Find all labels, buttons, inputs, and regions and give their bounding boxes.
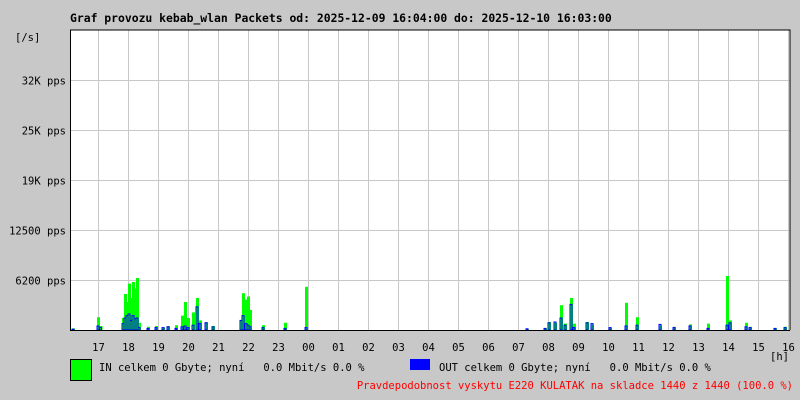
x-tick-label: 05 <box>452 342 465 354</box>
in-bar <box>249 310 252 330</box>
x-tick-label: 14 <box>722 342 735 354</box>
y-tick-labels: 6200 pps 12500 pps 19K pps 25K pps 32K pps <box>9 76 66 288</box>
x-tick-label: 11 <box>632 342 645 354</box>
x-tick-label: 09 <box>572 342 585 354</box>
x-tick-label: 02 <box>362 342 375 354</box>
y-tick-label: 25K pps <box>22 126 66 138</box>
in-bar <box>128 283 131 330</box>
in-bar <box>130 298 133 330</box>
x-tick-label: 17 <box>92 342 105 354</box>
x-tick-label: 04 <box>422 342 435 354</box>
y-tick-label: 6200 pps <box>15 276 66 288</box>
x-tick-label: 08 <box>542 342 555 354</box>
in-bar <box>305 286 308 330</box>
y-tick-label: 12500 pps <box>9 226 66 238</box>
in-bar <box>138 322 141 330</box>
x-tick-label: 20 <box>182 342 195 354</box>
grid <box>70 30 790 330</box>
in-bar <box>242 293 245 330</box>
notice-text: Pravdepodobnost vyskytu E220 KULATAK na … <box>357 380 793 392</box>
x-tick-label: 03 <box>392 342 405 354</box>
in-bar <box>187 318 190 330</box>
x-tick-label: 23 <box>272 342 285 354</box>
y-tick-label: 32K pps <box>22 76 66 88</box>
x-tick-label: 19 <box>152 342 165 354</box>
x-tick-label: 15 <box>752 342 765 354</box>
out-mark <box>71 328 75 331</box>
in-bar <box>636 317 639 330</box>
x-tick-label: 06 <box>482 342 495 354</box>
x-tick-label: 01 <box>332 342 345 354</box>
in-bar <box>124 294 127 330</box>
x-tick-label: 18 <box>122 342 135 354</box>
legend-in-text: IN celkem 0 Gbyte; nyní 0.0 Mbit/s 0.0 % <box>99 362 365 374</box>
in-bar <box>726 276 729 330</box>
legend-in-swatch <box>70 359 92 381</box>
in-bar <box>175 325 178 330</box>
chart-title: Graf provozu kebab_wlan Packets od: 2025… <box>70 11 612 26</box>
y-tick-label: 19K pps <box>22 176 66 188</box>
x-tick-label: 07 <box>512 342 525 354</box>
in-bar <box>192 312 195 330</box>
x-tick-label: 13 <box>692 342 705 354</box>
in-bar <box>245 299 248 330</box>
in-bar <box>707 323 710 330</box>
plot-border <box>70 29 791 330</box>
legend-out-swatch <box>410 359 430 370</box>
y-axis-label: [/s] <box>15 32 40 44</box>
in-bar <box>625 302 628 330</box>
in-bar <box>181 315 184 330</box>
in-bar <box>134 288 137 330</box>
x-tick-label: 12 <box>662 342 675 354</box>
in-bar <box>573 323 576 330</box>
in-bar <box>284 322 287 330</box>
x-tick-labels: 17 18 19 20 21 22 23 00 01 02 03 04 05 06 07 08 09 10 11 12… <box>92 342 795 354</box>
x-tick-label: 21 <box>212 342 225 354</box>
x-tick-label: 22 <box>242 342 255 354</box>
in-bar <box>136 278 139 330</box>
x-tick-label: 00 <box>302 342 315 354</box>
in-bar <box>184 302 187 330</box>
legend-out-text: OUT celkem 0 Gbyte; nyní 0.0 Mbit/s 0.0 … <box>439 362 712 374</box>
in-bar <box>132 282 135 330</box>
in-bar <box>97 317 100 330</box>
x-axis-label: [h] <box>770 351 789 363</box>
in-bar <box>247 296 250 330</box>
x-tick-label: 16 <box>782 342 795 354</box>
x-tick-label: 10 <box>602 342 615 354</box>
